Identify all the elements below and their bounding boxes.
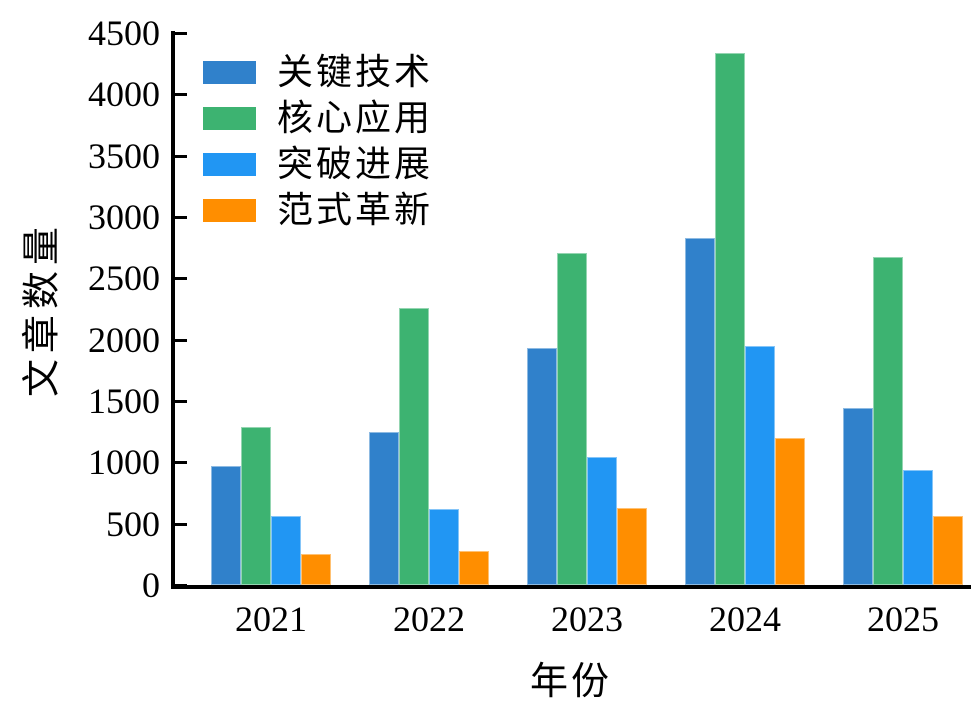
x-tick-label: 2022 [393, 599, 465, 639]
legend-item: 关键技术 [203, 49, 433, 95]
y-tick [175, 32, 187, 35]
x-axis-title: 年份 [529, 661, 612, 702]
y-tick [175, 277, 187, 281]
bar-2023-突破进展 [587, 457, 617, 585]
y-tick-label: 1500 [88, 381, 160, 421]
bar-2025-范式革新 [933, 516, 963, 585]
bar-2025-关键技术 [843, 408, 873, 585]
y-tick [175, 461, 187, 465]
bar-2023-范式革新 [617, 508, 647, 585]
legend-item: 突破进展 [203, 141, 433, 187]
x-axis-spine [171, 585, 971, 589]
x-tick-label: 2024 [709, 599, 781, 639]
bar-2024-突破进展 [745, 346, 775, 585]
x-tick-label: 2025 [867, 599, 939, 639]
y-tick-label: 0 [142, 565, 160, 605]
bar-2025-核心应用 [873, 257, 903, 585]
legend-swatch [203, 106, 256, 130]
y-tick-label: 1000 [88, 442, 160, 483]
legend-label: 关键技术 [277, 52, 434, 92]
y-tick [175, 584, 187, 587]
bar-2024-核心应用 [715, 53, 745, 585]
y-tick [175, 154, 187, 158]
legend-item: 范式革新 [203, 187, 433, 233]
y-tick-label: 4000 [88, 74, 160, 115]
y-tick-label: 2500 [88, 258, 160, 299]
legend-label: 突破进展 [277, 144, 434, 184]
bar-2021-关键技术 [211, 466, 241, 585]
bar-2021-突破进展 [271, 516, 301, 585]
x-tick-label: 2021 [235, 599, 307, 639]
bar-2021-核心应用 [241, 427, 271, 585]
y-tick-label: 3000 [88, 197, 160, 237]
bar-2022-核心应用 [399, 308, 429, 585]
bar-2022-突破进展 [429, 509, 459, 585]
y-tick [175, 216, 187, 219]
y-tick-label: 500 [106, 503, 160, 544]
bar-2024-范式革新 [775, 438, 805, 585]
x-tick-label: 2023 [551, 599, 623, 639]
legend-item: 核心应用 [203, 95, 433, 141]
legend-label: 范式革新 [277, 190, 434, 230]
y-tick [175, 93, 187, 97]
bar-2022-关键技术 [369, 432, 399, 585]
y-axis-title: 文章数量 [21, 220, 64, 398]
y-axis-spine [171, 31, 175, 589]
bar-2023-核心应用 [557, 253, 587, 585]
y-tick [175, 522, 187, 526]
legend-label: 核心应用 [277, 98, 434, 138]
legend-swatch [203, 198, 256, 222]
y-tick [175, 400, 187, 403]
bar-2024-关键技术 [685, 238, 715, 585]
legend: 关键技术核心应用突破进展范式革新 [203, 49, 433, 233]
bar-2023-关键技术 [527, 348, 557, 585]
legend-swatch [203, 152, 256, 176]
y-tick-label: 3500 [88, 135, 160, 176]
y-tick-label: 4500 [88, 13, 160, 53]
legend-swatch [203, 60, 256, 84]
bar-2025-突破进展 [903, 470, 933, 585]
bar-2022-范式革新 [459, 551, 489, 585]
y-tick [175, 338, 187, 342]
y-tick-label: 2000 [88, 319, 160, 360]
bar-2021-范式革新 [301, 554, 331, 585]
